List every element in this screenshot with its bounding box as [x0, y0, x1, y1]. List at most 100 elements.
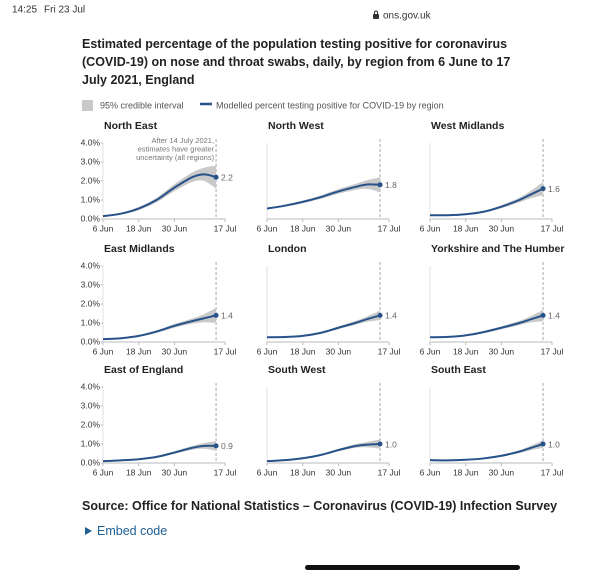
y-tick-label: 1.0% — [81, 194, 101, 204]
y-tick-label: 0.0% — [81, 457, 101, 467]
status-time: 14:25 — [12, 5, 37, 16]
value-label: 1.0 — [385, 439, 397, 449]
x-tick-label: 6 Jun — [93, 223, 114, 233]
home-indicator — [305, 565, 520, 570]
series-line — [102, 314, 217, 341]
x-tick-label: 6 Jun — [93, 346, 114, 356]
panel-title: London — [268, 243, 306, 255]
series-line — [429, 314, 544, 339]
x-tick-label: 30 Jun — [162, 223, 188, 233]
annotation: After 14 July 2021, — [152, 136, 215, 145]
panel-title: East of England — [104, 364, 183, 376]
credible-band — [103, 307, 217, 340]
lock-shackle — [374, 10, 378, 14]
x-tick-label: 6 Jun — [420, 467, 441, 477]
y-tick-label: 1.0% — [81, 317, 101, 327]
annotation: estimates have greater — [138, 144, 215, 153]
credible-band — [103, 165, 217, 217]
x-tick-label: 18 Jun — [126, 467, 152, 477]
end-point — [213, 312, 219, 318]
source: Source: Office for National Statistics –… — [82, 499, 558, 513]
annotation: uncertainty (all regions) — [136, 153, 214, 162]
y-tick-label: 2.0% — [81, 419, 101, 429]
status-date: Fri 23 Jul — [44, 5, 85, 16]
credible-band — [267, 439, 381, 462]
legend-band-label: 95% credible interval — [100, 100, 184, 110]
x-tick-label: 17 Jul — [214, 223, 237, 233]
x-tick-label: 30 Jun — [326, 346, 352, 356]
end-point — [377, 312, 383, 318]
x-tick-label: 18 Jun — [290, 467, 316, 477]
y-tick-label: 0.0% — [81, 213, 101, 223]
x-tick-label: 6 Jun — [257, 467, 278, 477]
panel-title: South East — [431, 364, 486, 376]
x-tick-label: 6 Jun — [257, 346, 278, 356]
panel-title: North West — [268, 120, 324, 132]
credible-band — [267, 177, 381, 210]
x-tick-label: 6 Jun — [420, 346, 441, 356]
value-label: 1.4 — [548, 311, 560, 321]
credible-band — [103, 441, 217, 462]
y-tick-label: 1.0% — [81, 438, 101, 448]
x-tick-label: 18 Jun — [453, 467, 479, 477]
x-tick-label: 6 Jun — [420, 223, 441, 233]
end-point — [213, 174, 219, 180]
value-label: 2.2 — [221, 172, 233, 182]
panel-title: West Midlands — [431, 120, 504, 132]
x-tick-label: 17 Jul — [378, 346, 401, 356]
x-tick-label: 17 Jul — [378, 467, 401, 477]
x-tick-label: 30 Jun — [326, 467, 352, 477]
x-tick-label: 30 Jun — [489, 346, 515, 356]
panel-title: East Midlands — [104, 243, 175, 255]
lock-icon — [373, 14, 379, 19]
end-point — [540, 312, 546, 318]
y-tick-label: 2.0% — [81, 298, 101, 308]
x-tick-label: 18 Jun — [126, 346, 152, 356]
x-tick-label: 18 Jun — [290, 223, 316, 233]
value-label: 1.0 — [548, 439, 560, 449]
series-line — [266, 314, 381, 339]
x-tick-label: 6 Jun — [257, 223, 278, 233]
embed-link[interactable]: Embed code — [97, 524, 168, 538]
legend-line-label: Modelled percent testing positive for CO… — [216, 100, 444, 110]
title: Estimated percentage of the population t… — [82, 37, 511, 87]
end-point — [377, 182, 383, 188]
credible-band — [267, 310, 381, 338]
x-tick-label: 30 Jun — [162, 467, 188, 477]
series-line — [266, 183, 381, 210]
panel-title: North East — [104, 120, 158, 132]
y-tick-label: 3.0% — [81, 156, 101, 166]
embed-arrow — [85, 527, 92, 535]
value-label: 1.4 — [221, 311, 233, 321]
x-tick-label: 30 Jun — [489, 467, 515, 477]
x-tick-label: 17 Jul — [541, 346, 564, 356]
x-tick-label: 18 Jun — [453, 223, 479, 233]
x-tick-label: 17 Jul — [378, 223, 401, 233]
x-tick-label: 17 Jul — [541, 467, 564, 477]
y-tick-label: 4.0% — [81, 260, 101, 270]
credible-band — [430, 309, 544, 338]
legend-band-swatch — [82, 100, 93, 111]
value-label: 1.6 — [548, 184, 560, 194]
panel-title: South West — [268, 364, 326, 376]
end-point — [540, 441, 546, 447]
x-tick-label: 17 Jul — [214, 346, 237, 356]
x-tick-label: 18 Jun — [453, 346, 479, 356]
x-tick-label: 30 Jun — [326, 223, 352, 233]
x-tick-label: 30 Jun — [489, 223, 515, 233]
y-tick-label: 0.0% — [81, 336, 101, 346]
y-tick-label: 2.0% — [81, 175, 101, 185]
y-tick-label: 4.0% — [81, 137, 101, 147]
y-tick-label: 3.0% — [81, 279, 101, 289]
y-tick-label: 4.0% — [81, 381, 101, 391]
end-point — [213, 443, 219, 449]
y-tick-label: 3.0% — [81, 400, 101, 410]
series-line — [102, 444, 217, 463]
x-tick-label: 18 Jun — [290, 346, 316, 356]
url: ons.gov.uk — [383, 11, 432, 22]
value-label: 0.9 — [221, 441, 233, 451]
series-line — [102, 173, 217, 218]
end-point — [377, 441, 383, 447]
